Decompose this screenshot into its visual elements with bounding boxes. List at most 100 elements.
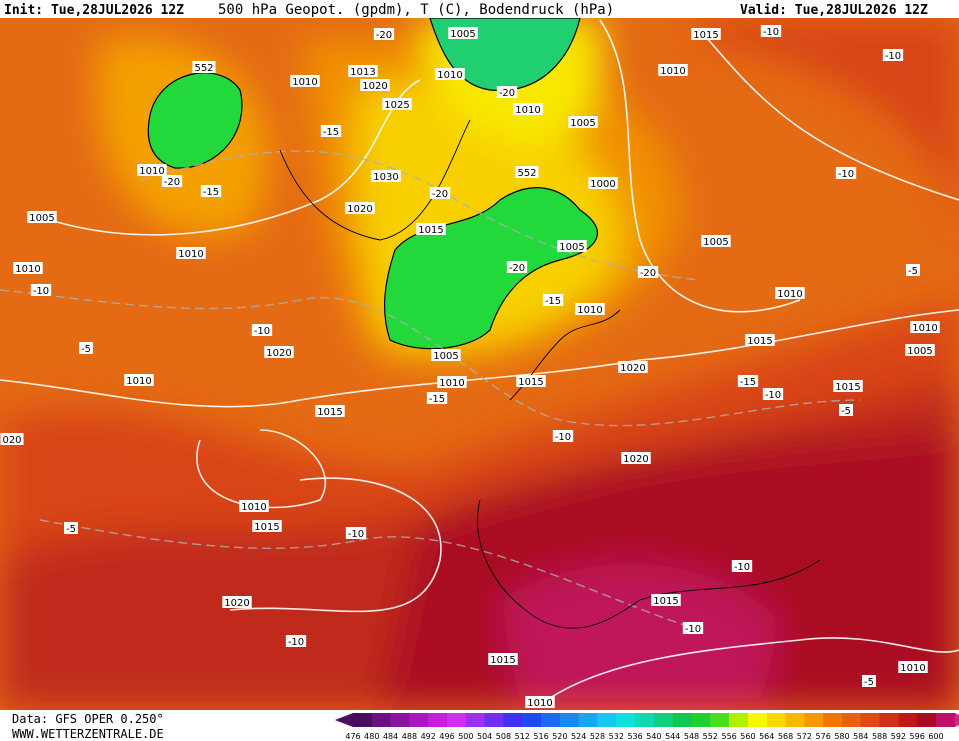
contour-label: 1010 xyxy=(176,247,206,260)
contour-label: 1005 xyxy=(448,27,478,40)
label-text: 1020 xyxy=(620,363,645,374)
scale-swatch xyxy=(597,713,617,727)
contour-label: 1015 xyxy=(516,375,546,388)
label-text: 1010 xyxy=(139,166,164,177)
contour-label: 1030 xyxy=(371,170,401,183)
label-box xyxy=(222,596,252,608)
label-text: 1010 xyxy=(577,305,602,316)
contour-label: -5 xyxy=(839,404,853,417)
label-text: -10 xyxy=(555,432,571,443)
label-text: 1020 xyxy=(224,598,249,609)
contour-label: -15 xyxy=(320,125,342,138)
label-box xyxy=(835,167,857,179)
scale-label: 520 xyxy=(552,732,567,741)
label-text: 1010 xyxy=(777,289,802,300)
scale-swatch xyxy=(390,713,410,727)
site: WWW.WETTERZENTRALE.DE xyxy=(12,727,164,741)
label-text: -10 xyxy=(763,27,779,38)
contour-label: -20 xyxy=(506,261,528,274)
label-box xyxy=(27,211,57,223)
scale-label: 552 xyxy=(703,732,718,741)
label-text: -10 xyxy=(734,562,750,573)
valid-time: Valid: Tue,28JUL2026 12Z xyxy=(740,3,928,18)
label-text: 1010 xyxy=(241,502,266,513)
scale-swatch xyxy=(578,713,598,727)
label-box xyxy=(552,430,574,442)
label-box xyxy=(506,261,528,273)
label-text: -15 xyxy=(545,296,561,307)
contour-label: 1015 xyxy=(488,653,518,666)
contour-label: 1020 xyxy=(621,452,651,465)
scale-swatch xyxy=(860,713,881,727)
label-text: 1015 xyxy=(747,336,772,347)
scale-swatch xyxy=(541,713,561,727)
scale-swatch xyxy=(729,713,749,727)
label-text: 1010 xyxy=(439,378,464,389)
scale-swatch xyxy=(371,713,392,727)
label-box xyxy=(13,262,43,274)
label-text: 1010 xyxy=(126,376,151,387)
label-text: -20 xyxy=(509,263,525,274)
map-title: 500 hPa Geopot. (gpdm), T (C), Bodendruc… xyxy=(218,2,614,18)
label-box xyxy=(762,388,784,400)
label-text: -20 xyxy=(640,268,656,279)
label-text: -5 xyxy=(66,524,76,535)
contour-label: -5 xyxy=(862,675,876,688)
label-text: 1025 xyxy=(384,100,409,111)
label-text: 1020 xyxy=(266,348,291,359)
label-text: -10 xyxy=(685,624,701,635)
label-text: -20 xyxy=(432,189,448,200)
contour-label: -20 xyxy=(161,175,183,188)
label-box xyxy=(239,500,269,512)
label-text: 1005 xyxy=(570,118,595,129)
contour-label: 1020 xyxy=(345,202,375,215)
label-text: -10 xyxy=(885,51,901,62)
label-box xyxy=(525,696,555,708)
label-box xyxy=(588,177,618,189)
label-box xyxy=(862,675,876,687)
label-box xyxy=(898,661,928,673)
scale-swatch xyxy=(465,713,486,727)
label-box xyxy=(488,653,518,665)
label-text: 1005 xyxy=(29,213,54,224)
label-box xyxy=(320,125,342,137)
label-box xyxy=(737,375,759,387)
label-box xyxy=(839,404,853,416)
label-text: -10 xyxy=(348,529,364,540)
label-box xyxy=(252,520,282,532)
label-text: 1020 xyxy=(623,454,648,465)
scale-swatch xyxy=(616,713,636,727)
label-box xyxy=(416,223,446,235)
label-text: 1005 xyxy=(433,351,458,362)
label-box xyxy=(618,361,648,373)
contour-label: -15 xyxy=(737,375,759,388)
label-box xyxy=(345,202,375,214)
label-text: 1015 xyxy=(518,377,543,388)
contour-label: -10 xyxy=(882,49,904,62)
contour-label: 1000 xyxy=(588,177,618,190)
label-text: 1010 xyxy=(527,698,552,709)
contour-label: -5 xyxy=(64,522,78,535)
label-text: -15 xyxy=(429,394,445,405)
scale-label: 476 xyxy=(345,732,360,741)
label-box xyxy=(882,49,904,61)
label-box xyxy=(264,346,294,358)
label-box xyxy=(176,247,206,259)
contour-label: 1010 xyxy=(290,75,320,88)
contour-label: 1010 xyxy=(513,103,543,116)
contour-label: -10 xyxy=(835,167,857,180)
label-text: -10 xyxy=(838,169,854,180)
label-text: 1015 xyxy=(490,655,515,666)
label-text: 1010 xyxy=(178,249,203,260)
scale-swatch xyxy=(823,713,843,727)
contour-label: 1010 xyxy=(124,374,154,387)
contour-label: 1015 xyxy=(745,334,775,347)
label-box xyxy=(161,175,183,187)
label-text: 552 xyxy=(517,168,536,179)
contour-label: 1020 xyxy=(264,346,294,359)
contour-label: -10 xyxy=(251,324,273,337)
scale-swatch xyxy=(409,713,429,727)
contour-label: -20 xyxy=(637,266,659,279)
label-text: 1015 xyxy=(693,30,718,41)
